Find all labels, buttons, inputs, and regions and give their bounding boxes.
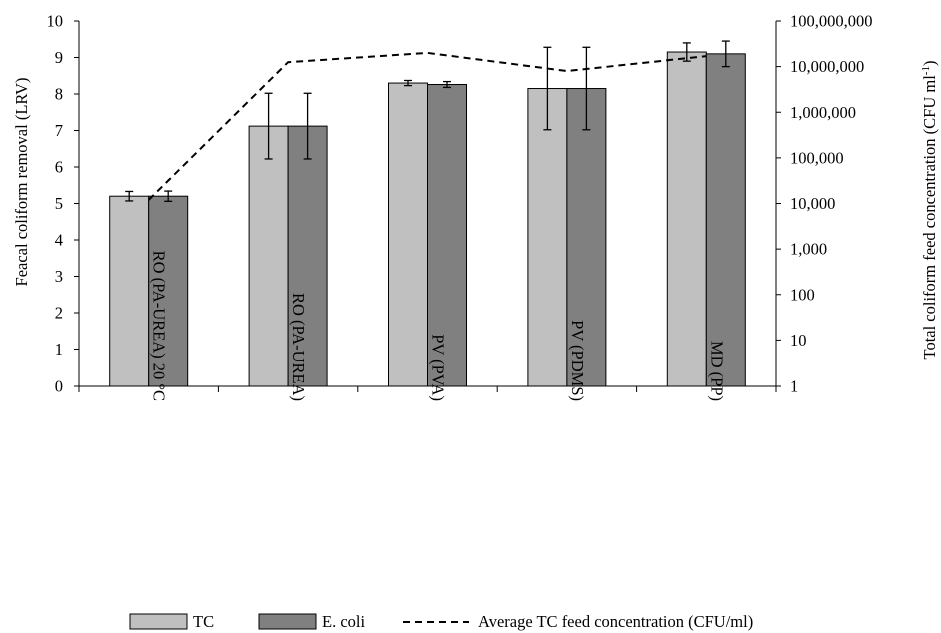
bar-tc-2 bbox=[388, 82, 428, 387]
left-tick-label-0: 0 bbox=[55, 377, 63, 396]
error-bar-ecoli-1 bbox=[303, 92, 312, 160]
category-labels: RO (PA-UREA) 20 °C RO (PA-UREA) PV (PVA) PV… bbox=[150, 251, 727, 401]
bar-ecoli-3 bbox=[566, 88, 607, 387]
right-tick-label-7: 10,000,000 bbox=[790, 57, 864, 76]
left-tick-label-10: 10 bbox=[47, 12, 64, 31]
left-tick-label-5: 5 bbox=[55, 194, 63, 213]
left-tick-label-6: 6 bbox=[55, 158, 63, 177]
right-axis-title-main: Total coliform feed concentration (CFU m… bbox=[920, 75, 939, 360]
error-bar-ecoli-3 bbox=[582, 46, 591, 131]
left-tick-label-2: 2 bbox=[55, 304, 63, 323]
right-tick-label-5: 100,000 bbox=[790, 148, 844, 167]
category-label-1: RO (PA-UREA) bbox=[289, 293, 308, 401]
category-label-2: PV (PVA) bbox=[429, 334, 448, 401]
category-label-3: PV (PDMS) bbox=[568, 320, 587, 401]
bar-ecoli-4 bbox=[705, 53, 746, 387]
right-axis-title-superscript: -1 bbox=[920, 66, 932, 75]
bar-ecoli-0 bbox=[148, 195, 189, 387]
bar-tc-3 bbox=[527, 88, 568, 387]
bar-tc-4 bbox=[666, 51, 707, 387]
left-tick-label-4: 4 bbox=[55, 231, 63, 250]
error-bar-ecoli-2 bbox=[443, 80, 451, 89]
bar-tc-0 bbox=[109, 195, 150, 387]
legend-label-ecoli: E. coli bbox=[322, 612, 365, 631]
right-tick-label-1: 10 bbox=[790, 331, 807, 350]
right-tick-label-2: 100 bbox=[790, 285, 815, 304]
left-tick-label-1: 1 bbox=[55, 340, 63, 359]
right-tick-label-8: 100,000,000 bbox=[790, 12, 873, 31]
error-bar-tc-2 bbox=[404, 79, 412, 87]
right-tick-label-3: 1,000 bbox=[790, 240, 827, 259]
legend-swatch-tc bbox=[129, 613, 188, 630]
error-bar-tc-4 bbox=[682, 42, 691, 62]
bar-tc-1 bbox=[248, 125, 289, 387]
feed-concentration-line-group bbox=[147, 51, 707, 201]
bars-group bbox=[109, 51, 746, 387]
legend-swatch-ecoli bbox=[258, 613, 317, 630]
error-bar-tc-1 bbox=[264, 92, 273, 160]
error-bars-group bbox=[125, 40, 730, 202]
left-axis-title: Feacal coliform removal (LRV) bbox=[12, 78, 31, 287]
legend-label-line: Average TC feed concentration (CFU/ml) bbox=[478, 612, 753, 631]
right-axis-title: Total coliform feed concentration (CFU m… bbox=[920, 61, 939, 360]
error-bar-tc-0 bbox=[125, 190, 134, 202]
category-label-4: MD (PP) bbox=[707, 341, 726, 401]
left-axis-ticks: 0 1 2 3 4 5 6 7 8 9 10 bbox=[47, 12, 79, 396]
right-tick-label-4: 10,000 bbox=[790, 194, 835, 213]
right-axis-ticks: 1 10 100 1,000 10,000 100,000 1,000,000 10,000,… bbox=[776, 12, 873, 396]
left-tick-label-9: 9 bbox=[55, 48, 63, 67]
error-bar-ecoli-0 bbox=[164, 190, 173, 202]
left-tick-label-7: 7 bbox=[55, 121, 63, 140]
right-tick-label-6: 1,000,000 bbox=[790, 103, 856, 122]
category-label-0: RO (PA-UREA) 20 °C bbox=[150, 251, 169, 401]
error-bar-ecoli-4 bbox=[721, 40, 730, 68]
bar-ecoli-1 bbox=[287, 125, 328, 387]
right-axis-title-end: ) bbox=[920, 61, 939, 67]
right-tick-label-0: 1 bbox=[790, 377, 798, 396]
left-tick-label-3: 3 bbox=[55, 267, 63, 286]
error-bar-tc-3 bbox=[543, 46, 552, 131]
feed-concentration-line bbox=[147, 51, 707, 201]
legend: TC E. coli Average TC feed concentration… bbox=[129, 612, 753, 631]
left-tick-label-8: 8 bbox=[55, 85, 63, 104]
legend-label-tc: TC bbox=[193, 612, 214, 631]
